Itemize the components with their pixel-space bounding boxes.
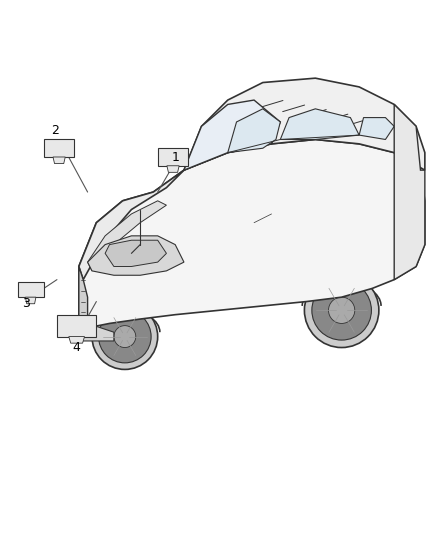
- Text: 1: 1: [171, 150, 179, 164]
- Circle shape: [304, 273, 379, 348]
- Circle shape: [141, 246, 157, 261]
- Circle shape: [120, 243, 142, 264]
- Polygon shape: [167, 166, 179, 172]
- Bar: [57, 314, 96, 336]
- Polygon shape: [53, 157, 65, 164]
- Polygon shape: [79, 140, 425, 332]
- Polygon shape: [88, 201, 166, 271]
- Circle shape: [99, 310, 151, 363]
- Circle shape: [92, 304, 158, 369]
- Polygon shape: [280, 109, 359, 140]
- Polygon shape: [184, 100, 280, 170]
- Polygon shape: [88, 236, 184, 275]
- Polygon shape: [359, 118, 394, 140]
- Bar: [44, 140, 74, 157]
- Polygon shape: [184, 78, 425, 170]
- Polygon shape: [79, 324, 114, 341]
- Polygon shape: [25, 297, 36, 304]
- Polygon shape: [105, 240, 166, 266]
- Bar: [18, 282, 44, 297]
- Polygon shape: [69, 336, 85, 343]
- Circle shape: [392, 207, 423, 238]
- Circle shape: [328, 297, 355, 324]
- Circle shape: [114, 326, 136, 348]
- Polygon shape: [228, 109, 280, 152]
- Bar: [158, 148, 188, 166]
- Polygon shape: [79, 170, 184, 280]
- Text: 3: 3: [22, 297, 30, 310]
- Polygon shape: [79, 266, 88, 332]
- Text: 4: 4: [73, 341, 81, 354]
- Circle shape: [312, 280, 371, 340]
- Polygon shape: [394, 104, 425, 280]
- Text: 2: 2: [51, 124, 59, 138]
